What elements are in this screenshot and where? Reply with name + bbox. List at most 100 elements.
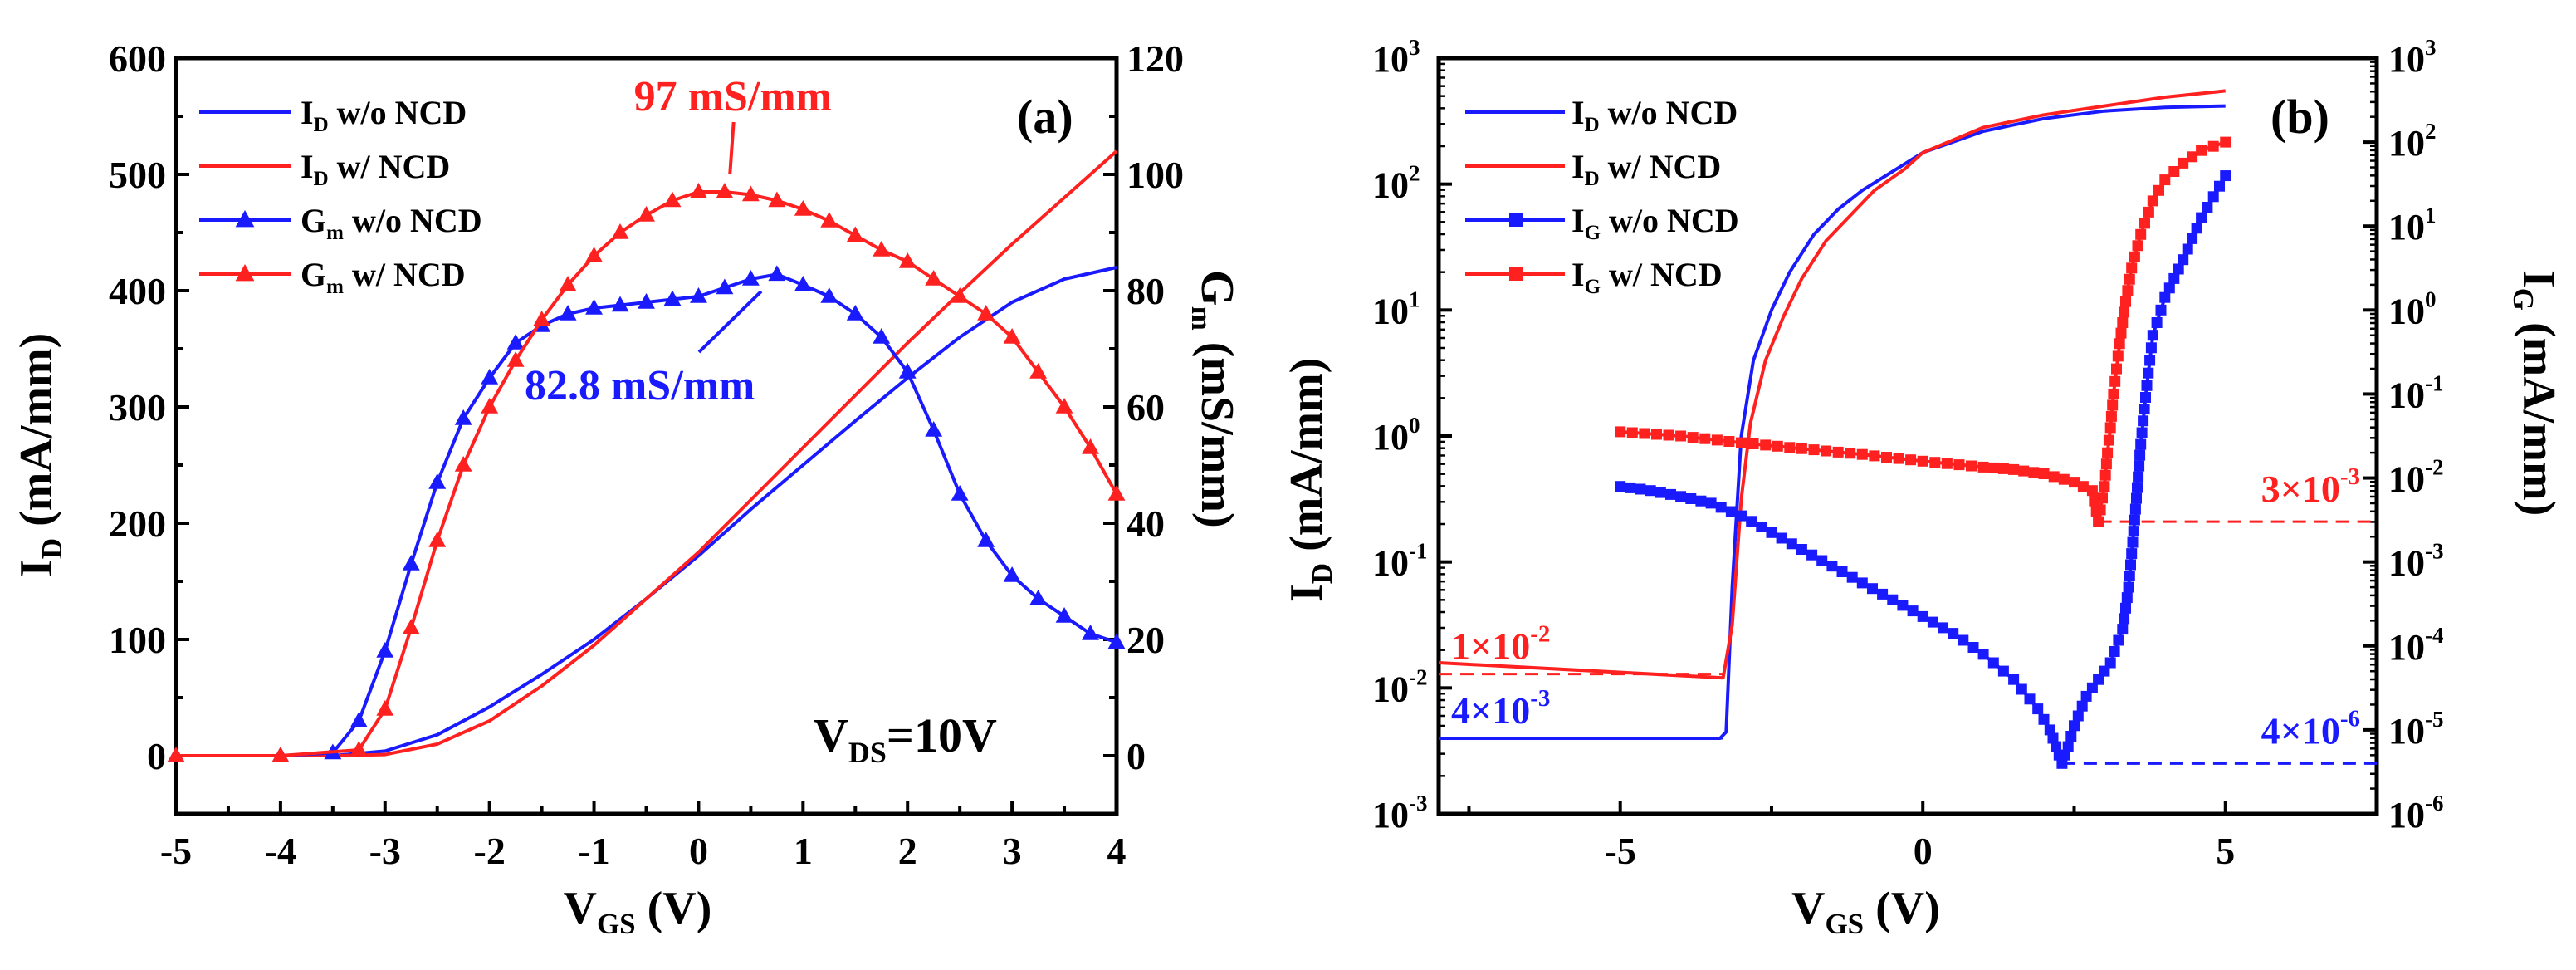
data-point-marker bbox=[2095, 504, 2106, 516]
data-point-marker bbox=[1826, 561, 1838, 572]
data-point-marker bbox=[2044, 724, 2055, 736]
data-point-marker bbox=[1846, 571, 1858, 583]
data-point-marker bbox=[533, 311, 551, 326]
panel-b: -5 0 5 10-3 10-2 10-1 100 101 102 103 10-6 10-5 10-4… bbox=[1281, 35, 2564, 940]
y-right-tick-label: 10-6 bbox=[2388, 791, 2444, 835]
data-point-marker bbox=[1997, 463, 2009, 474]
data-point-marker bbox=[1003, 566, 1021, 582]
annotation-pointer bbox=[697, 290, 763, 354]
data-point-marker bbox=[2093, 674, 2104, 685]
data-point-marker bbox=[1966, 460, 1977, 472]
data-point-marker bbox=[376, 700, 394, 716]
data-point-marker bbox=[1747, 438, 1759, 449]
data-point-marker bbox=[2129, 514, 2140, 526]
data-point-marker bbox=[559, 276, 577, 291]
data-point-marker bbox=[2138, 415, 2149, 427]
data-point-marker bbox=[2056, 757, 2068, 769]
data-point-marker bbox=[2168, 272, 2180, 284]
data-point-marker bbox=[376, 642, 394, 658]
data-point-marker bbox=[2104, 657, 2116, 669]
data-point-marker bbox=[689, 287, 707, 303]
data-point-marker bbox=[1967, 642, 1979, 653]
data-point-marker bbox=[873, 328, 891, 344]
data-point-marker bbox=[1746, 516, 1757, 527]
data-point-marker bbox=[2124, 571, 2135, 581]
data-point-marker bbox=[2122, 285, 2134, 296]
data-point-marker bbox=[1897, 600, 1909, 611]
series-line bbox=[176, 190, 1118, 757]
x-tick-label: -5 bbox=[160, 830, 192, 872]
data-point-marker bbox=[2135, 228, 2147, 240]
data-point-marker bbox=[2099, 481, 2110, 492]
data-point-marker bbox=[2114, 338, 2125, 350]
data-point-marker bbox=[1917, 610, 1928, 622]
legend-label: ID w/o NCD bbox=[1572, 94, 1738, 136]
data-point-marker bbox=[2016, 683, 2027, 695]
data-point-marker bbox=[2086, 682, 2098, 693]
data-point-marker bbox=[1987, 657, 1999, 669]
data-point-marker bbox=[2134, 460, 2145, 472]
y-left-tick-label: 400 bbox=[109, 270, 166, 312]
data-point-marker bbox=[2151, 317, 2163, 328]
x-tick-label: -2 bbox=[474, 830, 506, 872]
data-point-marker bbox=[2108, 388, 2119, 399]
y-left-tick-label: 500 bbox=[109, 154, 166, 196]
data-point-marker bbox=[1845, 448, 1856, 459]
data-point-marker bbox=[2129, 503, 2141, 515]
data-point-marker bbox=[1917, 455, 1928, 467]
data-point-marker bbox=[1832, 446, 1844, 458]
data-point-marker bbox=[1766, 527, 1777, 538]
y-left-tick-label: 10-1 bbox=[1372, 539, 1428, 584]
y-right-tick-label: 10-2 bbox=[2388, 455, 2444, 500]
data-point-marker bbox=[1987, 462, 1999, 473]
data-point-marker bbox=[2132, 240, 2143, 252]
data-point-marker bbox=[1725, 506, 1737, 517]
y-right-tick-label: 101 bbox=[2388, 203, 2437, 247]
series-line bbox=[176, 149, 1118, 757]
data-point-marker bbox=[663, 290, 682, 306]
data-point-marker bbox=[2109, 375, 2121, 387]
y-right-tick-label: 10-5 bbox=[2388, 707, 2444, 752]
data-point-marker bbox=[2191, 223, 2202, 234]
data-point-marker bbox=[638, 206, 655, 222]
data-point-marker bbox=[977, 532, 995, 547]
y-right-tick-label: 10-4 bbox=[2388, 623, 2444, 668]
data-point-marker bbox=[349, 741, 368, 757]
data-point-marker bbox=[1665, 488, 1676, 500]
data-point-marker bbox=[2182, 243, 2193, 255]
y-left-tick-label: 300 bbox=[109, 386, 166, 429]
data-point-marker bbox=[1107, 633, 1126, 649]
data-point-marker bbox=[2077, 481, 2089, 492]
panel-label: (a) bbox=[1017, 90, 1073, 144]
data-point-marker bbox=[741, 185, 760, 202]
data-point-marker bbox=[1736, 510, 1747, 522]
data-point-marker bbox=[925, 421, 943, 437]
legend-marker bbox=[235, 210, 255, 228]
legend-marker bbox=[235, 264, 255, 282]
data-point-marker bbox=[1958, 634, 1969, 646]
data-point-marker bbox=[2109, 646, 2120, 657]
data-point-marker bbox=[428, 473, 447, 489]
data-point-marker bbox=[2135, 438, 2147, 450]
data-point-marker bbox=[794, 276, 812, 291]
series-line bbox=[176, 266, 1117, 757]
reference-label: 1×10-2 bbox=[1451, 621, 1550, 668]
x-tick-label: -3 bbox=[369, 830, 401, 872]
y-left-tick-label: 100 bbox=[109, 619, 166, 661]
data-point-marker bbox=[716, 183, 734, 198]
data-point-marker bbox=[1927, 616, 1938, 628]
data-point-marker bbox=[1893, 453, 1904, 464]
data-point-marker bbox=[1645, 485, 1656, 497]
annotation-peak-red: 97 mS/mm bbox=[634, 73, 832, 120]
data-point-marker bbox=[1907, 605, 1919, 617]
data-point-marker bbox=[2133, 471, 2144, 483]
data-point-marker bbox=[2102, 447, 2114, 458]
data-point-marker bbox=[873, 241, 891, 257]
data-point-marker bbox=[1816, 555, 1828, 566]
data-point-marker bbox=[1082, 438, 1099, 454]
data-point-marker bbox=[689, 183, 707, 198]
data-point-marker bbox=[1107, 485, 1126, 501]
data-point-marker bbox=[2008, 674, 2020, 685]
data-point-marker bbox=[1856, 577, 1868, 589]
